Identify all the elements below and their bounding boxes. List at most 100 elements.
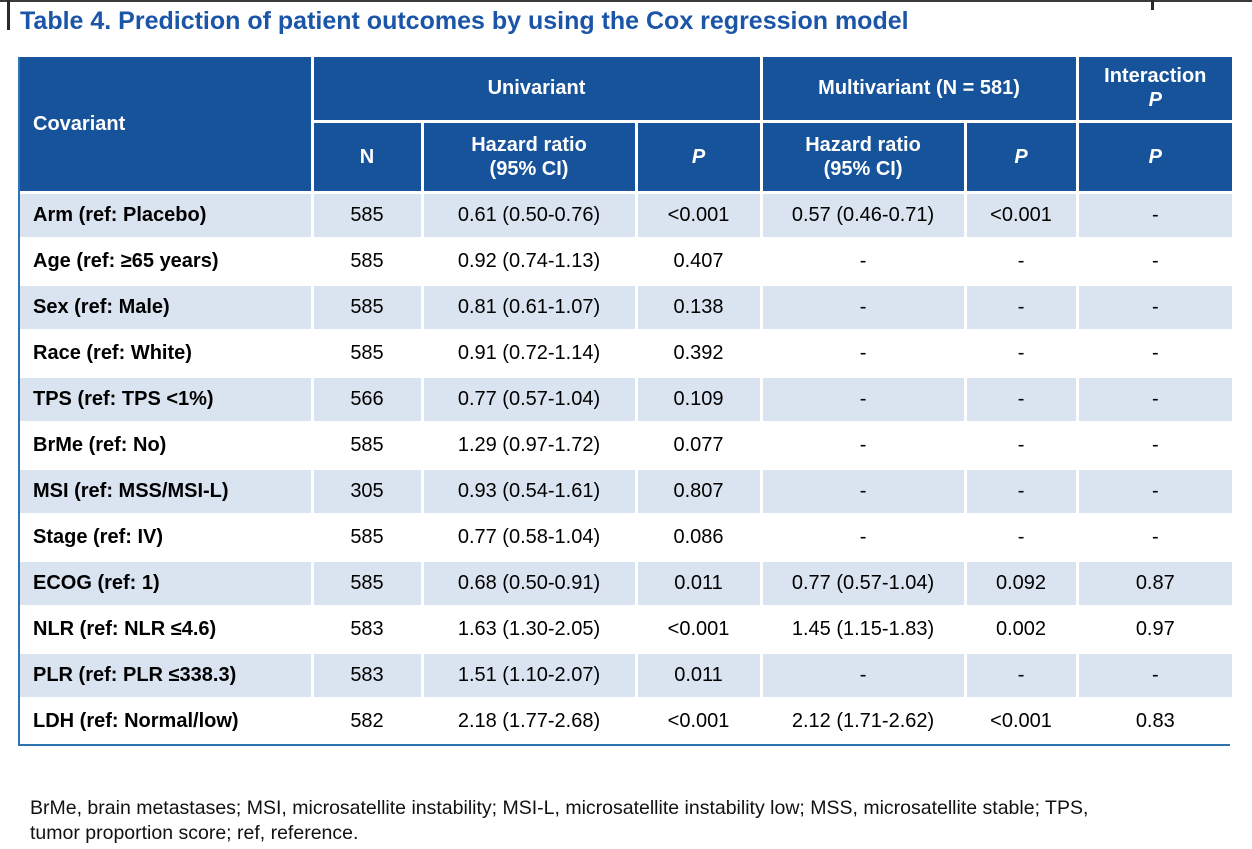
n-cell: 585 [310,236,424,286]
n-cell: 585 [310,282,424,332]
multi-hr-cell: - [759,236,967,286]
header-multi-p: P [963,119,1079,194]
table-row: Stage (ref: IV) 585 0.77 (0.58-1.04) 0.0… [20,512,1233,562]
header-n: N [312,119,424,194]
interaction-p-cell: 0.97 [1075,604,1233,654]
uni-hr-cell: 1.29 (0.97-1.72) [420,420,638,470]
table-row: PLR (ref: PLR ≤338.3) 583 1.51 (1.10-2.0… [20,650,1233,700]
multi-p-cell: <0.001 [963,190,1079,240]
multi-p-cell: - [963,420,1079,470]
header-covariant: Covariant [20,57,314,194]
header-multi-hazard-ratio: Hazard ratio (95% CI) [759,119,967,194]
multi-p-cell: - [963,236,1079,286]
interaction-p-cell: - [1075,512,1233,562]
uni-hr-cell: 0.81 (0.61-1.07) [420,282,638,332]
uni-p-cell: <0.001 [634,190,763,240]
table-footnote: BrMe, brain metastases; MSI, microsatell… [30,796,1230,846]
multi-hr-cell: 1.45 (1.15-1.83) [759,604,967,654]
table-row: LDH (ref: Normal/low) 582 2.18 (1.77-2.6… [20,696,1233,744]
header-interaction-line2: P [1148,89,1162,112]
interaction-p-cell: 0.83 [1075,696,1233,744]
table-row: Age (ref: ≥65 years) 585 0.92 (0.74-1.13… [20,236,1233,286]
table-row: TPS (ref: TPS <1%) 566 0.77 (0.57-1.04) … [20,374,1233,424]
header-multivariant-group: Multivariant (N = 581) [759,57,1079,123]
multi-hr-cell: 0.57 (0.46-0.71) [759,190,967,240]
interaction-p-cell: - [1075,420,1233,470]
header-uni-hazard-ratio: Hazard ratio (95% CI) [420,119,638,194]
multi-p-cell: - [963,466,1079,516]
n-cell: 585 [310,512,424,562]
uni-hr-cell: 0.93 (0.54-1.61) [420,466,638,516]
covariant-cell: Sex (ref: Male) [20,282,314,332]
multi-hr-cell: - [759,420,967,470]
uni-hr-cell: 0.91 (0.72-1.14) [420,328,638,378]
uni-p-cell: 0.011 [634,558,763,608]
multi-hr-cell: - [759,328,967,378]
table-row: Race (ref: White) 585 0.91 (0.72-1.14) 0… [20,328,1233,378]
covariant-cell: BrMe (ref: No) [20,420,314,470]
uni-p-cell: 0.086 [634,512,763,562]
uni-p-cell: <0.001 [634,696,763,744]
uni-hr-cell: 1.51 (1.10-2.07) [420,650,638,700]
uni-p-cell: 0.807 [634,466,763,516]
header-interaction-p: P [1075,119,1233,194]
header-uni-p: P [634,119,763,194]
multi-p-cell: - [963,328,1079,378]
covariant-cell: Stage (ref: IV) [20,512,314,562]
table-row: ECOG (ref: 1) 585 0.68 (0.50-0.91) 0.011… [20,558,1233,608]
uni-p-cell: 0.138 [634,282,763,332]
header-uni-hr-line1: Hazard ratio [471,133,587,156]
table-row: BrMe (ref: No) 585 1.29 (0.97-1.72) 0.07… [20,420,1233,470]
table-row: Sex (ref: Male) 585 0.81 (0.61-1.07) 0.1… [20,282,1233,332]
covariant-cell: Arm (ref: Placebo) [20,190,314,240]
n-cell: 583 [310,650,424,700]
n-cell: 582 [310,696,424,744]
header-univariant-group: Univariant [310,57,763,123]
uni-p-cell: 0.109 [634,374,763,424]
multi-p-cell: 0.092 [963,558,1079,608]
multi-p-cell: 0.002 [963,604,1079,654]
uni-hr-cell: 0.61 (0.50-0.76) [420,190,638,240]
covariant-cell: MSI (ref: MSS/MSI-L) [20,466,314,516]
header-multi-hr-line1: Hazard ratio [805,133,921,156]
uni-p-cell: 0.077 [634,420,763,470]
footnote-line2: tumor proportion score; ref, reference. [30,822,359,844]
uni-p-cell: 0.392 [634,328,763,378]
page-title: Table 4. Prediction of patient outcomes … [20,7,909,35]
covariant-cell: TPS (ref: TPS <1%) [20,374,314,424]
interaction-p-cell: - [1075,328,1233,378]
n-cell: 305 [310,466,424,516]
multi-hr-cell: - [759,466,967,516]
header-row-groups: Covariant Univariant Multivariant (N = 5… [20,57,1233,194]
interaction-p-cell: - [1075,236,1233,286]
top-left-tick [7,0,10,30]
uni-p-cell: 0.011 [634,650,763,700]
covariant-cell: Race (ref: White) [20,328,314,378]
multi-p-cell: <0.001 [963,696,1079,744]
top-border-line [0,0,1252,2]
interaction-p-cell: 0.87 [1075,558,1233,608]
interaction-p-cell: - [1075,466,1233,516]
multi-p-cell: - [963,512,1079,562]
n-cell: 585 [310,558,424,608]
multi-hr-cell: - [759,650,967,700]
uni-hr-cell: 0.77 (0.57-1.04) [420,374,638,424]
top-right-tick [1151,0,1154,10]
header-interaction-line1: Interaction [1104,65,1207,88]
header-multi-hr-line2: (95% CI) [823,157,903,180]
n-cell: 583 [310,604,424,654]
covariant-cell: LDH (ref: Normal/low) [20,696,314,744]
uni-hr-cell: 1.63 (1.30-2.05) [420,604,638,654]
interaction-p-cell: - [1075,190,1233,240]
footnote-line1: BrMe, brain metastases; MSI, microsatell… [30,797,1089,819]
covariant-cell: PLR (ref: PLR ≤338.3) [20,650,314,700]
multi-p-cell: - [963,282,1079,332]
multi-hr-cell: - [759,282,967,332]
n-cell: 585 [310,190,424,240]
interaction-p-cell: - [1075,650,1233,700]
uni-hr-cell: 0.68 (0.50-0.91) [420,558,638,608]
multi-hr-cell: 0.77 (0.57-1.04) [759,558,967,608]
interaction-p-cell: - [1075,374,1233,424]
uni-p-cell: <0.001 [634,604,763,654]
uni-hr-cell: 0.92 (0.74-1.13) [420,236,638,286]
